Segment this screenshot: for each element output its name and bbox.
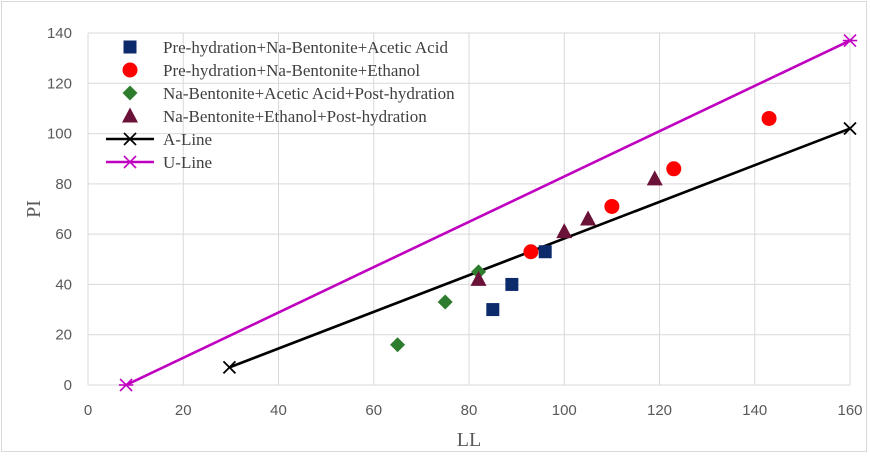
x-tick-label: 100 [552,402,577,419]
pre-hydration-na-bentonite-acetic-acid-point [538,245,552,259]
x-tick-label: 60 [365,402,382,419]
na-bentonite-ethanol-post-hydration-point [470,270,487,286]
na-bentonite-acetic-acid-post-hydration-point [437,294,453,310]
a-line-point-stroke [843,121,857,136]
y-tick-label: 0 [64,377,72,394]
legend-marker-na-bentonite-ethanol-post-hydration [122,107,138,123]
legend-label: Na-Bentonite+Acetic Acid+Post-hydration [163,84,455,103]
legend-label: Pre-hydration+Na-Bentonite+Ethanol [163,61,420,80]
x-tick-label: 20 [175,402,192,419]
legend-label: U-Line [163,153,212,172]
y-tick-label: 120 [47,75,72,92]
pre-hydration-na-bentonite-ethanol-point [523,244,539,260]
pre-hydration-na-bentonite-ethanol-point [604,198,620,214]
legend-label: Na-Bentonite+Ethanol+Post-hydration [163,107,427,126]
x-tick-label: 120 [647,402,672,419]
legend-marker-pre-hydration-na-bentonite-ethanol [122,62,138,78]
pre-hydration-na-bentonite-acetic-acid-point [505,277,519,291]
x-tick-label: 40 [270,402,287,419]
x-tick-label: 80 [461,402,478,419]
pre-hydration-na-bentonite-acetic-acid-point [486,303,500,317]
legend-marker-a-line [123,132,137,146]
y-tick-label: 20 [55,327,72,344]
legend-label: Pre-hydration+Na-Bentonite+Acetic Acid [163,38,448,57]
na-bentonite-ethanol-post-hydration-point [580,210,597,226]
pre-hydration-na-bentonite-ethanol-point [761,110,777,126]
legend-marker-u-line [122,155,138,169]
y-tick-label: 140 [47,25,72,42]
legend-marker-a-line-stroke [123,132,137,146]
a-line-point [222,360,237,375]
y-axis-title: PI [23,200,45,218]
y-tick-label: 100 [47,126,72,143]
x-axis-title: LL [457,429,481,451]
x-tick-label: 0 [84,402,92,419]
legend-marker-na-bentonite-acetic-acid-post-hydration [122,85,138,101]
na-bentonite-acetic-acid-post-hydration-point [390,337,406,353]
u-line-line [125,39,851,387]
u-line-point [842,33,858,48]
y-tick-label: 60 [55,226,72,243]
y-tick-label: 40 [55,276,72,293]
na-bentonite-ethanol-post-hydration-point [646,170,663,186]
legend-label: A-Line [163,130,212,149]
x-tick-label: 160 [837,402,862,419]
x-tick-label: 140 [742,402,767,419]
na-bentonite-ethanol-post-hydration-point [556,223,573,239]
u-line-point [118,378,134,392]
pre-hydration-na-bentonite-ethanol-point [666,161,682,177]
a-line-point [843,121,857,136]
legend-marker-pre-hydration-na-bentonite-acetic-acid [123,40,137,54]
a-line-point-stroke [222,360,237,375]
y-tick-label: 80 [55,176,72,193]
legend: Pre-hydration+Na-Bentonite+Acetic Acid Pr… [106,38,455,172]
